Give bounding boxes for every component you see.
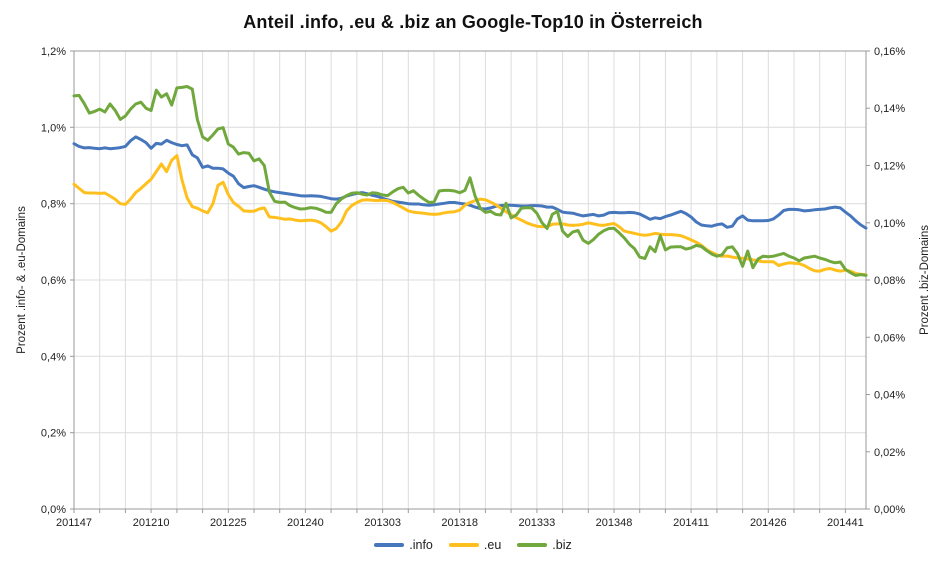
legend: .info .eu .biz (0, 538, 946, 552)
x-tick-label: 201333 (519, 517, 556, 529)
y-left-tick-label: 0,2% (41, 428, 66, 440)
y-right-tick-label: 0,02% (874, 447, 905, 459)
x-tick-label: 201147 (56, 517, 92, 529)
x-tick-label: 201411 (673, 517, 709, 529)
legend-swatch (374, 543, 405, 547)
y-left-tick-label: 0,0% (41, 504, 66, 516)
legend-item-info: .info (374, 538, 433, 552)
y-right-tick-label: 0,06% (874, 332, 905, 344)
y-right-tick-label: 0,08% (874, 275, 905, 287)
x-tick-label: 201210 (133, 517, 170, 529)
legend-label: .eu (483, 538, 502, 552)
series-line-biz (72, 85, 868, 277)
y-right-tick-label: 0,12% (874, 161, 905, 173)
gridlines (74, 51, 866, 509)
x-tick-label: 201303 (364, 517, 401, 529)
x-tick-label: 201348 (596, 517, 633, 529)
axes (70, 50, 870, 513)
x-tick-label: 201441 (827, 517, 864, 529)
series-line-info (72, 135, 868, 230)
x-tick-label: 201426 (750, 517, 787, 529)
x-tick-label: 201240 (287, 517, 324, 529)
x-tick-label: 201318 (441, 517, 478, 529)
legend-swatch (448, 543, 479, 547)
y-left-tick-label: 1,0% (41, 122, 66, 134)
tick-labels: 0,0% 0,2% 0,4% 0,6% 0,8% 1,0% 1,2% 0,00% 0,02% 0,… (41, 46, 905, 529)
legend-label: .biz (552, 538, 572, 552)
y-right-tick-label: 0,16% (874, 46, 905, 58)
legend-item-eu: .eu (448, 538, 502, 552)
y-left-tick-label: 0,4% (41, 351, 66, 363)
y-left-tick-label: 0,8% (41, 199, 66, 211)
legend-swatch (517, 543, 548, 547)
series-line-eu (72, 154, 868, 277)
series-lines (72, 85, 868, 277)
y-right-tick-label: 0,00% (874, 504, 905, 516)
y-right-tick-label: 0,10% (874, 218, 905, 230)
right-axis-title: Prozent .biz-Domains (919, 225, 931, 335)
legend-item-biz: .biz (517, 538, 572, 552)
y-right-tick-label: 0,04% (874, 390, 905, 402)
y-left-tick-label: 1,2% (41, 46, 66, 58)
x-tick-label: 201225 (210, 517, 247, 529)
y-left-tick-label: 0,6% (41, 275, 66, 287)
legend-label: .info (409, 538, 433, 552)
left-axis-title: Prozent .info- & .eu-Domains (16, 206, 28, 354)
chart-title: Anteil .info, .eu & .biz an Google-Top10… (243, 12, 703, 32)
y-right-tick-label: 0,14% (874, 103, 905, 115)
